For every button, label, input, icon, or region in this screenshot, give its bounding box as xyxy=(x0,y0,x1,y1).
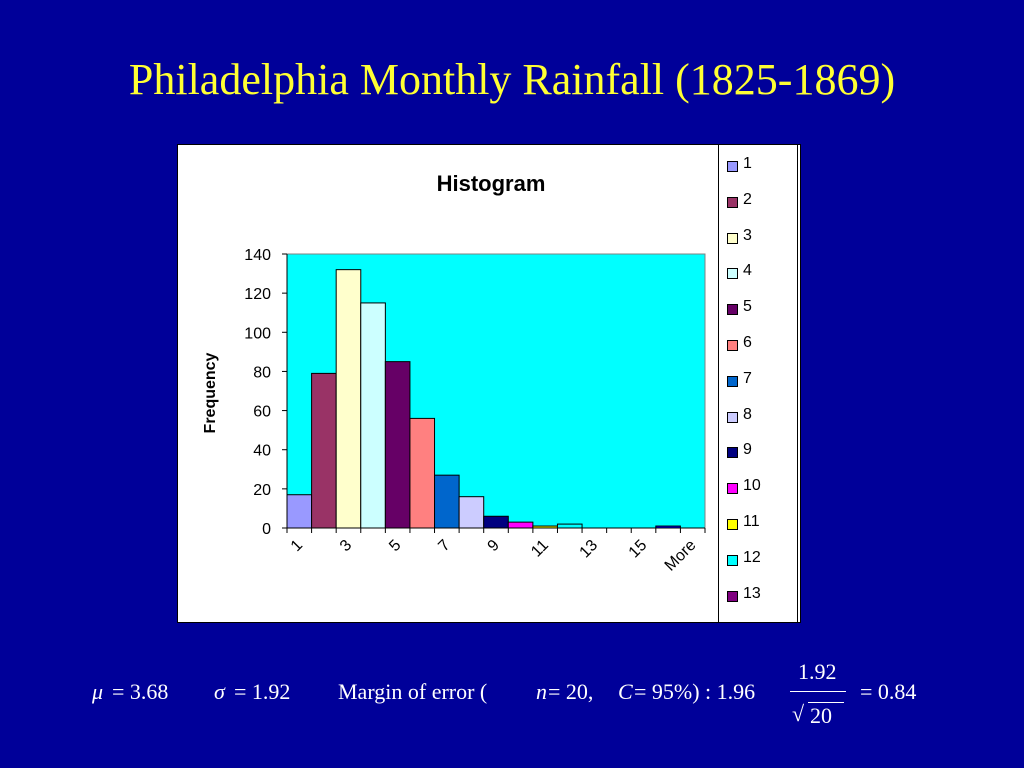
bar-9 xyxy=(483,515,509,529)
x-tick-label: 7 xyxy=(435,537,453,555)
legend-swatch xyxy=(727,411,738,423)
chart-title: Histogram xyxy=(437,171,546,196)
legend-label: 2 xyxy=(743,190,752,208)
legend-swatch xyxy=(727,304,738,316)
x-tick-label: 3 xyxy=(337,537,355,555)
legend-swatch xyxy=(727,483,738,495)
bar-10 xyxy=(507,521,534,529)
legend-swatch xyxy=(727,375,738,387)
y-tick-label: 0 xyxy=(262,521,271,538)
legend-swatch xyxy=(727,268,738,280)
legend-label: 6 xyxy=(743,334,752,351)
legend-swatch xyxy=(727,519,738,530)
legend-label: 3 xyxy=(743,226,752,244)
bar-6 xyxy=(409,417,436,529)
sigma-symbol: σ xyxy=(214,679,225,704)
y-tick-label: 120 xyxy=(244,286,271,303)
y-tick-label: 140 xyxy=(244,247,271,264)
bar-7 xyxy=(434,474,460,529)
sqrt-symbol: √ xyxy=(792,701,805,726)
legend-label: 14 xyxy=(743,620,761,622)
legend-label: 13 xyxy=(743,584,761,602)
legend-swatch xyxy=(727,590,738,602)
chart-frame: Histogram Frequency 0 20 40 60 80 100 120 140 1… xyxy=(177,144,801,623)
margin-label: Margin of error ( xyxy=(338,679,488,704)
c-variable: C xyxy=(618,679,633,704)
n-variable: n xyxy=(536,679,547,704)
x-tick-label: More xyxy=(662,537,700,575)
slide-title: Philadelphia Monthly Rainfall (1825-1869… xyxy=(128,55,896,104)
bar-4 xyxy=(360,302,386,529)
legend-label: 8 xyxy=(743,405,752,423)
c-value: = 95%) : 1.96 xyxy=(634,679,756,704)
mu-value: = 3.68 xyxy=(112,679,169,704)
n-value: = 20, xyxy=(548,679,594,704)
x-tick-label: 1 xyxy=(288,537,306,555)
y-tick-label: 20 xyxy=(253,482,271,499)
legend-swatch xyxy=(727,161,738,172)
legend-swatch xyxy=(727,554,738,566)
legend-label: 11 xyxy=(743,513,760,530)
legend-label: 9 xyxy=(743,441,752,459)
result-value: = 0.84 xyxy=(860,679,917,704)
fraction-numerator: 1.92 xyxy=(798,659,837,684)
legend-label: 1 xyxy=(743,155,752,172)
bar-3 xyxy=(335,269,362,529)
histogram-chart: Histogram Frequency 0 20 40 60 80 100 120 140 1… xyxy=(202,171,706,575)
mu-symbol: μ xyxy=(92,679,104,704)
fraction-denominator: 20 xyxy=(810,703,832,728)
bar-12 xyxy=(556,523,583,529)
x-tick-label: 13 xyxy=(577,537,602,562)
y-tick-label: 80 xyxy=(253,364,271,381)
legend-swatch xyxy=(727,447,738,459)
legend-label: 4 xyxy=(743,262,752,280)
legend-label: 7 xyxy=(743,369,752,387)
legend: 1234567891011121314 xyxy=(718,145,798,622)
margin-of-error-formula: μ = 3.68 σ = 1.92 Margin of error ( n = … xyxy=(92,655,972,745)
legend-label: 10 xyxy=(743,477,761,495)
bar-2 xyxy=(311,372,337,529)
x-tick-label: 9 xyxy=(485,537,503,555)
sqrt-bar xyxy=(808,702,844,703)
legend-swatch xyxy=(727,196,738,208)
legend-swatch xyxy=(727,340,738,351)
y-tick-label: 40 xyxy=(253,443,271,460)
y-axis-label: Frequency xyxy=(202,352,219,433)
bar-8 xyxy=(458,496,485,529)
y-tick-label: 60 xyxy=(253,404,271,421)
bar-1 xyxy=(286,494,313,529)
legend-label: 5 xyxy=(743,298,752,316)
y-tick-label: 100 xyxy=(244,325,271,342)
sigma-value: = 1.92 xyxy=(234,679,291,704)
bar-5 xyxy=(384,361,411,529)
fraction-bar xyxy=(790,691,846,692)
legend-label: 12 xyxy=(743,548,761,566)
x-tick-label: 11 xyxy=(528,537,552,561)
legend-swatch xyxy=(727,232,738,244)
x-tick-label: 5 xyxy=(386,537,404,555)
x-tick-label: 15 xyxy=(626,537,651,562)
